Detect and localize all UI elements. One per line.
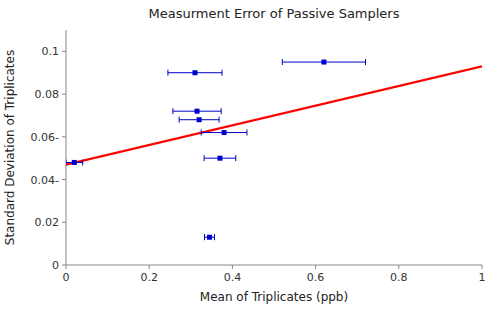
data-point xyxy=(192,70,197,75)
y-tick-label: 0.1 xyxy=(42,45,60,58)
x-tick xyxy=(398,265,399,269)
y-tick-label: 0 xyxy=(52,259,59,272)
error-bar xyxy=(201,130,247,136)
error-bar-cap xyxy=(221,108,222,114)
y-tick-label: 0.08 xyxy=(35,88,60,101)
error-bar-cap xyxy=(172,108,173,114)
data-point xyxy=(321,60,326,65)
error-bar-cap xyxy=(66,159,67,165)
y-tick xyxy=(62,51,66,52)
y-axis-line xyxy=(66,30,67,265)
x-tick-label: 0.8 xyxy=(390,271,408,284)
error-bar-cap xyxy=(204,155,205,161)
plot-marks xyxy=(66,59,482,240)
error-bar xyxy=(66,159,83,165)
x-tick xyxy=(66,265,67,269)
regression-line xyxy=(66,66,482,164)
error-bar xyxy=(204,155,236,161)
x-axis-line xyxy=(66,265,482,266)
error-bar xyxy=(173,108,221,114)
y-tick-label: 0.02 xyxy=(35,216,60,229)
error-bar xyxy=(179,117,219,123)
error-bar-cap xyxy=(219,117,220,123)
data-point xyxy=(197,117,202,122)
title: Measurment Error of Passive Samplers xyxy=(149,6,400,21)
x-tick xyxy=(149,265,150,269)
x-tick-label: 1 xyxy=(479,271,486,284)
error-bar-cap xyxy=(214,234,215,240)
error-bar-cap xyxy=(204,234,205,240)
error-bar-cap xyxy=(167,70,168,76)
error-bar-cap xyxy=(179,117,180,123)
y-tick-label: 0.06- xyxy=(31,131,59,144)
chart: Measurment Error of Passive Samplers 0 0.2… xyxy=(0,0,500,311)
data-point xyxy=(195,109,200,114)
error-bar-cap xyxy=(282,59,283,65)
y-axis-label: Standard Deviation of Triplicates xyxy=(3,50,17,245)
y-tick xyxy=(62,179,66,180)
data-point xyxy=(72,160,77,165)
error-bar-cap xyxy=(246,130,247,136)
error-bar xyxy=(282,59,365,65)
error-bar-cap xyxy=(201,130,202,136)
x-tick-label: 0.6 xyxy=(307,271,325,284)
y-tick xyxy=(62,94,66,95)
x-tick xyxy=(315,265,316,269)
error-bar xyxy=(205,234,215,240)
data-point xyxy=(217,156,222,161)
x-tick-label: 0 xyxy=(63,271,70,284)
error-bar-cap xyxy=(222,70,223,76)
x-tick xyxy=(482,265,483,269)
error-bar-cap xyxy=(82,159,83,165)
data-point xyxy=(207,235,212,240)
x-tick-label: 0.2 xyxy=(140,271,158,284)
y-tick-label: 0.04- xyxy=(31,174,59,187)
x-tick-label: 0.4 xyxy=(224,271,242,284)
x-tick xyxy=(232,265,233,269)
x-axis-label: Mean of Triplicates (ppb) xyxy=(200,290,348,304)
error-bar-cap xyxy=(365,59,366,65)
y-tick xyxy=(62,265,66,266)
y-tick xyxy=(62,222,66,223)
y-tick xyxy=(62,136,66,137)
error-bar xyxy=(168,70,222,76)
data-point xyxy=(222,130,227,135)
error-bar-cap xyxy=(235,155,236,161)
